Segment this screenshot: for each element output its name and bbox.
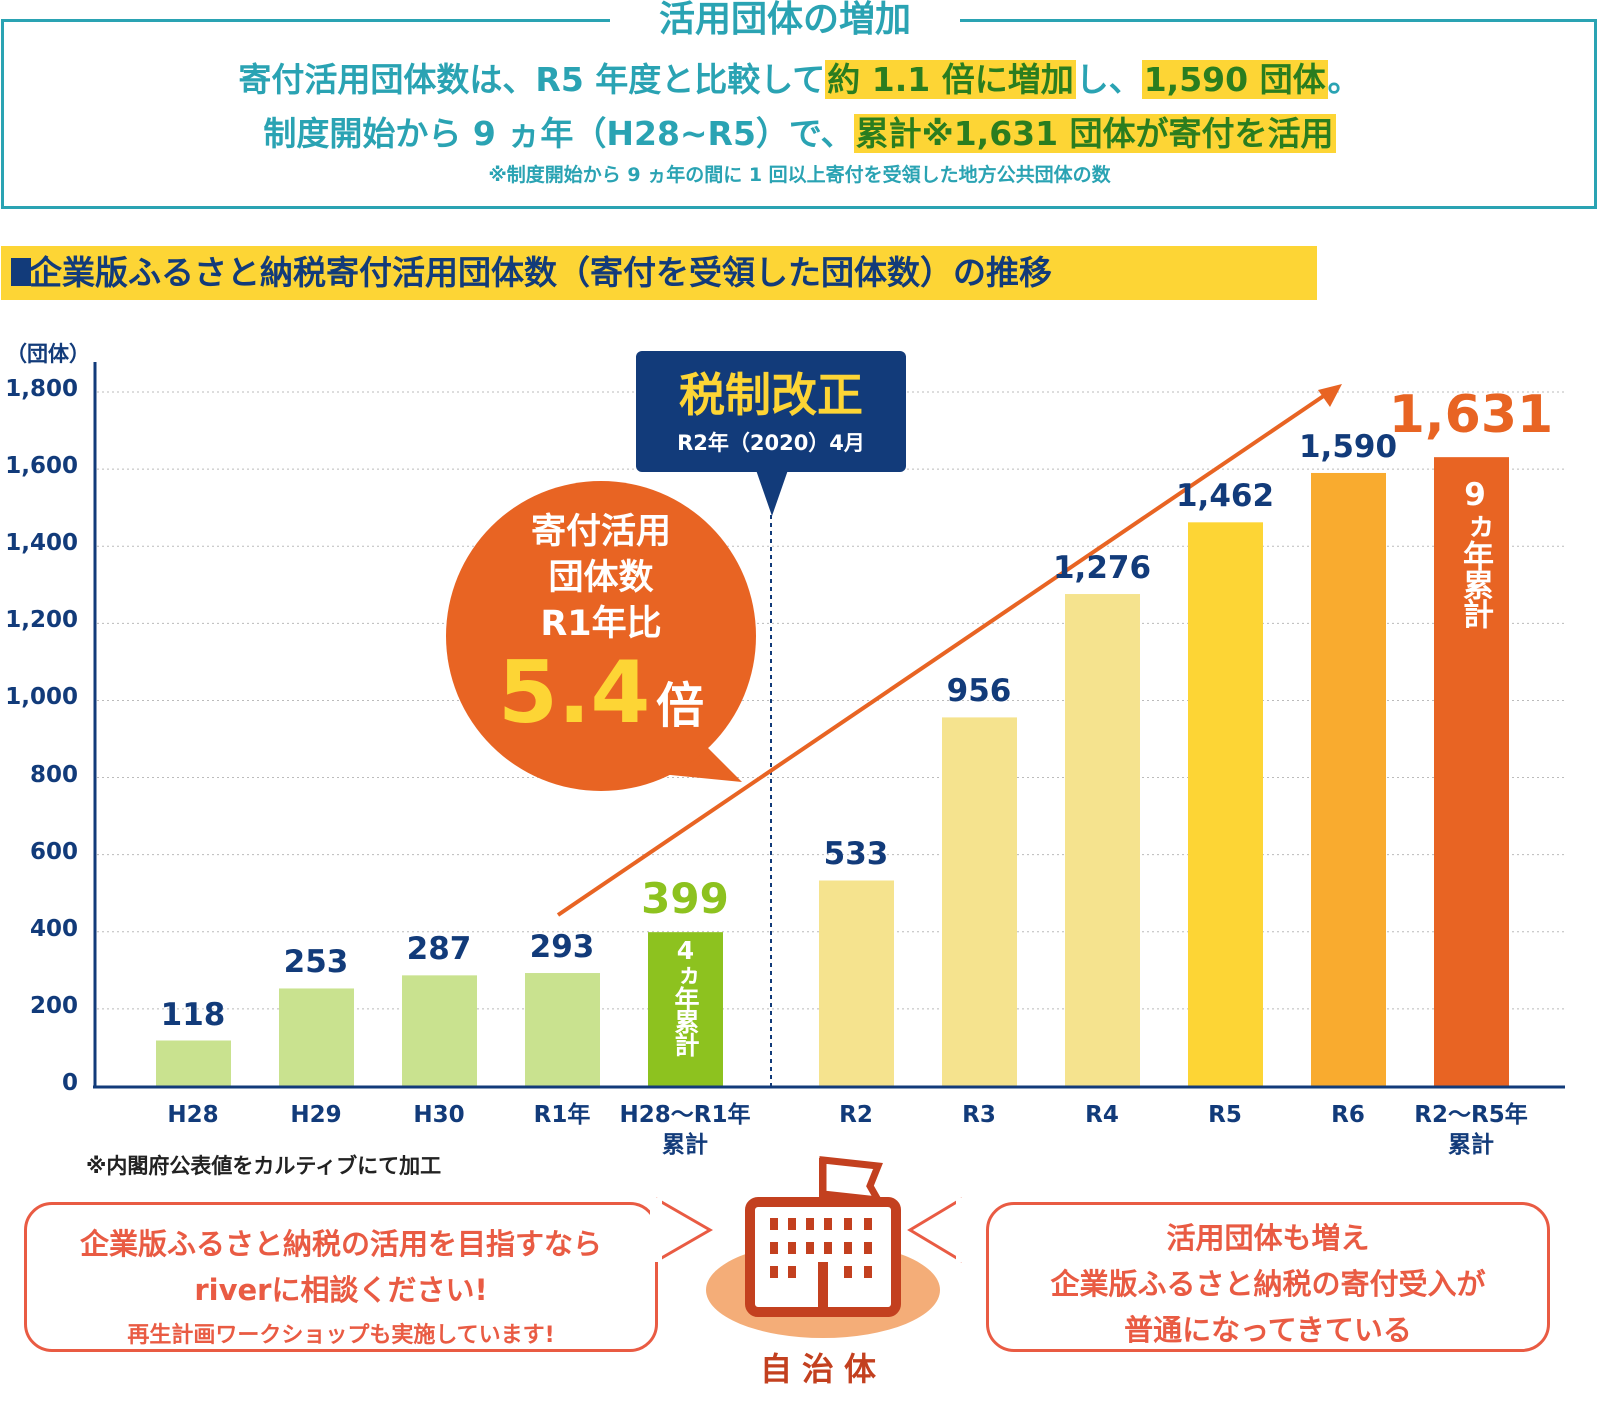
callout-text: 普通になってきている <box>1124 1313 1412 1347</box>
x-tick-label: R2～R5年 累計 <box>1396 1100 1546 1160</box>
growth-bubble: 寄付活用 団体数 R1年比 5.4 倍 <box>446 481 756 791</box>
callout-text: riverに相談ください! <box>194 1273 488 1307</box>
y-tick-label: 1,000 <box>5 684 78 711</box>
callout-text: 企業版ふるさと納税の活用を目指すなら <box>79 1227 602 1261</box>
x-tick-label: H28 <box>118 1100 268 1130</box>
x-tick-label: R2 <box>781 1100 931 1130</box>
x-tick-label: R1年 <box>487 1100 637 1130</box>
bar-H29 <box>279 988 354 1086</box>
y-tick-label: 1,400 <box>5 530 78 557</box>
x-tick-text: R4 <box>1085 1102 1119 1128</box>
bar-inner-label: 4ヵ年累計 <box>671 936 700 1056</box>
bar-R3 <box>942 717 1017 1086</box>
x-tick-text: H29 <box>290 1102 342 1128</box>
value-label: 1,631 <box>1388 385 1554 446</box>
value-label: 1,590 <box>1298 428 1398 465</box>
y-tick-label: 200 <box>29 992 78 1019</box>
x-tick-label: R6 <box>1273 1100 1423 1130</box>
x-tick-text: 累計 <box>1448 1132 1494 1158</box>
highlight: 1,590 団体 <box>1141 60 1328 99</box>
municipality-label: 自治体 <box>760 1350 887 1388</box>
municipality-building-icon <box>650 1156 968 1338</box>
bar-R5 <box>1188 522 1263 1086</box>
value-label: 118 <box>160 996 226 1033</box>
x-tick-text: R6 <box>1331 1102 1365 1128</box>
bubble-text: R1年比 <box>540 604 662 644</box>
x-tick-text: H28 <box>167 1102 219 1128</box>
text: 制度開始から 9 ヵ年（H28~R5）で、 <box>263 114 854 153</box>
x-tick-label: R5 <box>1150 1100 1300 1130</box>
y-axis-unit: （団体） <box>6 342 90 366</box>
callout-text: 企業版ふるさと納税の寄付受入が <box>1050 1267 1486 1301</box>
bar-R4 <box>1065 594 1140 1086</box>
y-tick-label: 800 <box>29 761 78 788</box>
bar-R6 <box>1311 472 1386 1086</box>
x-tick-text: R5 <box>1208 1102 1242 1128</box>
bar-R2 <box>819 880 894 1086</box>
summary-line-2: 制度開始から 9 ヵ年（H28~R5）で、累計※1,631 団体が寄付を活用 <box>0 112 1599 156</box>
summary-line-1: 寄付活用団体数は、R5 年度と比較して約 1.1 倍に増加し、1,590 団体。 <box>0 58 1599 102</box>
value-label: 956 <box>946 673 1012 710</box>
text: 寄付活用団体数は、R5 年度と比較して <box>238 60 826 99</box>
callout-text: 再生計画ワークショップも実施しています! <box>127 1323 555 1348</box>
value-label: 253 <box>283 944 349 981</box>
y-tick-label: 400 <box>29 915 78 942</box>
bar-H28 <box>156 1040 231 1086</box>
section-title: 企業版ふるさと納税寄付活用団体数（寄付を受領した団体数）の推移 <box>1 246 1317 300</box>
value-label: 533 <box>823 836 889 873</box>
summary-title: 活用団体の増加 <box>610 0 960 40</box>
x-tick-text: H30 <box>413 1102 465 1128</box>
value-label: 1,462 <box>1175 478 1275 515</box>
tax-reform-date: R2年（2020）4月 <box>677 431 865 455</box>
x-tick-label: H28～R1年 累計 <box>610 1100 760 1160</box>
x-tick-text: 累計 <box>662 1132 708 1158</box>
bubble-value: 5.4 <box>498 643 651 743</box>
y-tick-label: 1,800 <box>5 376 78 402</box>
tax-reform-pointer <box>756 470 788 516</box>
bar-H28～R1年 <box>648 932 723 1086</box>
value-label: 287 <box>406 931 472 968</box>
y-tick-label: 0 <box>61 1070 78 1096</box>
value-label: 1,276 <box>1052 550 1152 587</box>
bubble-unit: 倍 <box>655 678 704 734</box>
x-tick-text: R2 <box>839 1102 873 1128</box>
callout-text: 活用団体も増え <box>1166 1221 1370 1255</box>
y-tick-label: 1,600 <box>5 453 78 480</box>
bar-H30 <box>402 975 477 1086</box>
source-note: ※内閣府公表値をカルティブにて加工 <box>86 1154 442 1178</box>
x-tick-text: R1年 <box>533 1102 591 1128</box>
x-tick-text: R2～R5年 <box>1414 1102 1528 1128</box>
bubble-text: 寄付活用 <box>530 512 671 552</box>
highlight: 約 1.1 倍に増加 <box>825 60 1076 99</box>
value-label: 399 <box>641 874 729 924</box>
x-tick-text: H28～R1年 <box>619 1102 751 1128</box>
callout-left: 企業版ふるさと納税の活用を目指すなら riverに相談ください! 再生計画ワーク… <box>24 1202 658 1352</box>
y-tick-label: 1,200 <box>5 607 78 634</box>
x-tick-label: R3 <box>904 1100 1054 1130</box>
bar-R1年 <box>525 973 600 1086</box>
x-tick-label: H30 <box>364 1100 514 1130</box>
text: し、 <box>1075 60 1142 99</box>
summary-note: ※制度開始から 9 ヵ年の間に 1 回以上寄付を受領した地方公共団体の数 <box>488 164 1111 186</box>
bar-R2～R5年 <box>1434 457 1509 1086</box>
bar-inner-label: 9ヵ年累計 <box>1457 477 1493 628</box>
trend-arrow <box>556 393 1327 917</box>
x-tick-label: R4 <box>1027 1100 1177 1130</box>
callout-right: 活用団体も増え 企業版ふるさと納税の寄付受入が 普通になってきている <box>986 1202 1550 1352</box>
value-label: 293 <box>529 929 595 966</box>
x-tick-text: R3 <box>962 1102 996 1128</box>
trend-arrowhead <box>1318 384 1342 407</box>
y-tick-label: 600 <box>29 838 78 865</box>
text: 。 <box>1327 60 1361 99</box>
highlight: 累計※1,631 団体が寄付を活用 <box>853 114 1336 153</box>
tax-reform-callout: 税制改正 R2年（2020）4月 <box>636 351 906 472</box>
bubble-text: 団体数 <box>548 558 654 598</box>
x-tick-label: H29 <box>241 1100 391 1130</box>
tax-reform-title: 税制改正 <box>679 368 863 422</box>
